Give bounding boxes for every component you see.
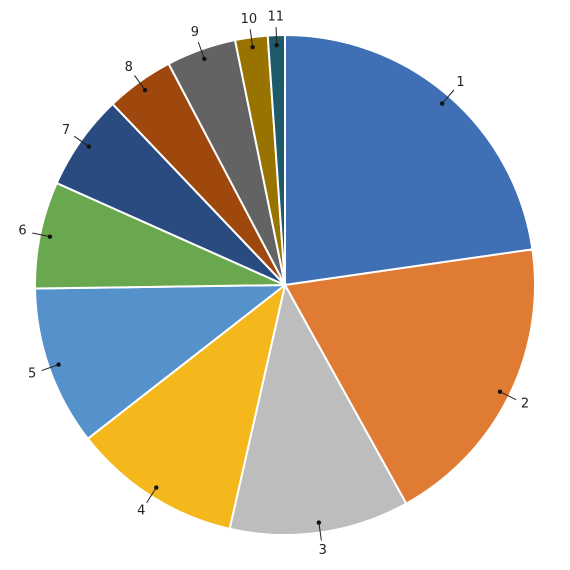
- slice-label: 11: [267, 10, 284, 25]
- leader-dot: [316, 520, 322, 525]
- leader-line: [441, 89, 455, 104]
- pie-slice: [284, 33, 534, 287]
- leader-line: [499, 391, 517, 401]
- leader-dot: [86, 144, 92, 149]
- slice-label: 1: [456, 75, 464, 90]
- leader-dot: [154, 485, 159, 490]
- leader-dot: [47, 234, 53, 239]
- slice-label: 8: [125, 60, 133, 75]
- leader-dot: [274, 42, 279, 48]
- leader-line: [318, 522, 322, 541]
- leader-line: [146, 487, 157, 504]
- slice-label: 4: [137, 504, 145, 519]
- slice-label: 3: [319, 543, 327, 558]
- leader-line: [134, 75, 146, 91]
- leader-line: [73, 135, 90, 147]
- leader-line: [249, 29, 254, 48]
- slice-label: 10: [241, 12, 258, 27]
- leader-dot: [439, 101, 445, 106]
- leader-line: [41, 364, 59, 372]
- leader-line: [32, 232, 51, 238]
- slice-label: 7: [62, 123, 70, 138]
- slice-label: 5: [28, 366, 36, 381]
- slice-label: 9: [191, 25, 199, 40]
- leader-line: [197, 41, 205, 60]
- leader-dot: [250, 44, 255, 50]
- leader-dot: [142, 87, 148, 93]
- leader-dot: [202, 56, 207, 62]
- leader-dot: [497, 389, 503, 394]
- leader-line: [275, 27, 278, 46]
- slice-label: 6: [18, 224, 26, 239]
- leader-dot: [56, 362, 61, 367]
- slice-label: 2: [521, 397, 529, 412]
